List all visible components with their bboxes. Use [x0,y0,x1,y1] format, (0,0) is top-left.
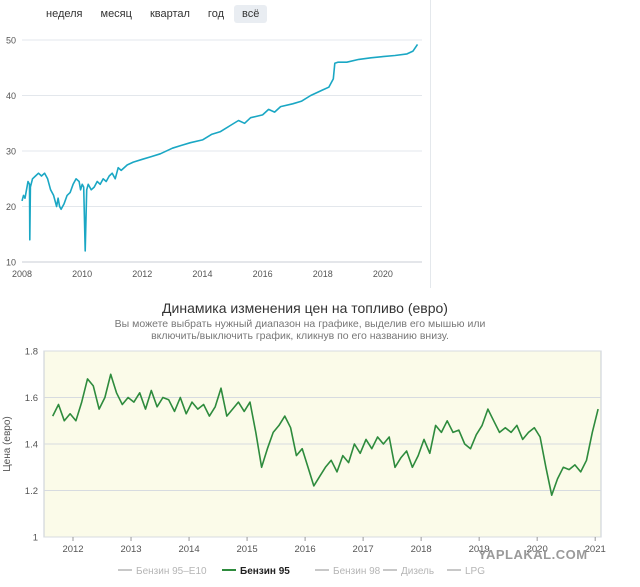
legend-item[interactable]: Дизель [383,566,434,577]
y-tick-label: 30 [6,147,16,157]
x-tick-label: 2019 [469,544,490,555]
x-tick-label: 2013 [120,544,141,555]
y-tick-label: 10 [6,258,16,268]
range-week-button[interactable]: неделя [46,8,83,20]
x-tick-label: 2014 [192,269,212,279]
y-tick-label: 40 [6,91,16,101]
y-tick-label: 1.4 [25,440,38,451]
legend-item[interactable]: LPG [447,566,485,577]
y-tick-label: 1.8 [25,347,38,358]
x-tick-label: 2018 [411,544,432,555]
x-tick-label: 2015 [237,544,258,555]
right-blank-area [430,0,640,288]
watermark: YAPLAKAL.COM [478,547,588,562]
x-tick-label: 2020 [373,269,393,279]
y-tick-label: 1.6 [25,393,38,404]
x-tick-label: 2014 [178,544,199,555]
bottom-chart-panel: Динамика изменения цен на топливо (евро)… [0,291,610,582]
x-tick-label: 2017 [353,544,374,555]
x-tick-label: 2020 [527,544,548,555]
y-tick-label: 1 [33,533,38,544]
legend-item[interactable]: Бензин 95 [222,566,290,577]
y-tick-label: 50 [6,36,16,46]
fuel-price-line-chart[interactable]: 1 1.2 1.4 1.6 1.8 2012 2013 2014 2015 2016 2017 20… [0,291,610,582]
series-line[interactable] [21,43,419,252]
x-tick-label: 2016 [253,269,273,279]
range-year-button[interactable]: год [207,8,224,20]
range-all-button[interactable]: всё [234,5,268,23]
legend-label: Бензин 95–E10 [136,566,207,577]
x-tick-label: 2010 [72,269,92,279]
top-chart-panel: неделя месяц квартал год всё 10 20 30 40 50 … [0,0,430,288]
chart-subtitle-line-2: включить/выключить график, кликнув по ег… [151,330,449,342]
legend-label: Бензин 95 [240,566,290,577]
legend-label: Бензин 98 [333,566,381,577]
range-quarter-button[interactable]: квартал [149,8,190,20]
legend-item[interactable]: Бензин 95–E10 [118,566,207,577]
x-tick-label: 2021 [585,544,606,555]
range-month-button[interactable]: месяц [100,8,132,20]
legend-item[interactable]: Бензин 98 [315,566,381,577]
legend-label: LPG [465,566,485,577]
y-tick-label: 20 [6,202,16,212]
x-tick-label: 2016 [295,544,316,555]
y-tick-label: 1.2 [25,486,38,497]
range-selector: неделя месяц квартал год всё [38,3,269,25]
x-tick-label: 2018 [313,269,333,279]
x-tick-label: 2012 [132,269,152,279]
chart-subtitle-line-1: Вы можете выбрать нужный диапазон на гра… [114,318,486,330]
x-tick-label: 2008 [12,269,32,279]
x-tick-label: 2012 [62,544,83,555]
chart-title: Динамика изменения цен на топливо (евро) [162,300,448,316]
series-line[interactable] [51,373,599,496]
y-axis-label: Цена (евро) [2,416,13,471]
legend-label: Дизель [401,566,434,577]
top-line-chart: 10 20 30 40 50 2008 2010 2012 2014 2016 2018 2020 [6,36,422,279]
